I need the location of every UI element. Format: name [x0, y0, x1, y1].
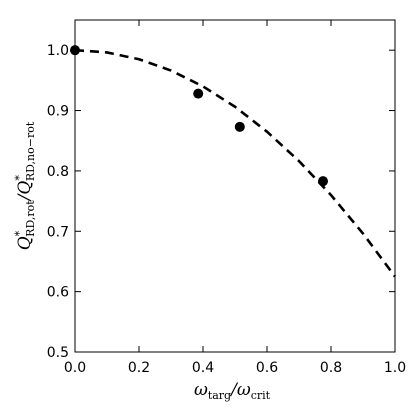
- y-tick-label: 0.7: [47, 224, 69, 240]
- x-tick-label: 0.4: [192, 360, 214, 376]
- y-tick-labels: 0.5 0.6 0.7 0.8 0.9 1.0: [47, 43, 69, 361]
- data-point-2: [234, 121, 245, 132]
- x-tick-labels: 0.0 0.2 0.4 0.6 0.8 1.0: [64, 360, 406, 376]
- x-axis-label: ωtarg/ωcrit: [194, 380, 271, 402]
- data-point-1: [193, 88, 204, 99]
- x-tick-label: 0.8: [320, 360, 342, 376]
- x-tick-label: 0.0: [64, 360, 86, 376]
- fit-curve: [74, 48, 397, 278]
- plot-frame: [74, 19, 396, 353]
- y-tick-label: 0.9: [47, 104, 69, 120]
- y-axis-label: Q*RD,rot/Q*RD,no−rot: [13, 121, 37, 250]
- data-point-3: [318, 176, 328, 187]
- x-tick-label: 0.6: [256, 360, 278, 376]
- y-tick-label: 0.8: [47, 164, 69, 180]
- axis-ticks: [74, 20, 396, 353]
- data-point-0: [70, 45, 80, 56]
- x-tick-label: 1.0: [384, 360, 406, 376]
- y-tick-label: 0.5: [47, 345, 69, 361]
- x-tick-label: 0.2: [128, 360, 150, 376]
- y-tick-label: 0.6: [47, 285, 69, 301]
- y-tick-label: 1.0: [47, 43, 69, 59]
- data-points: [70, 45, 328, 187]
